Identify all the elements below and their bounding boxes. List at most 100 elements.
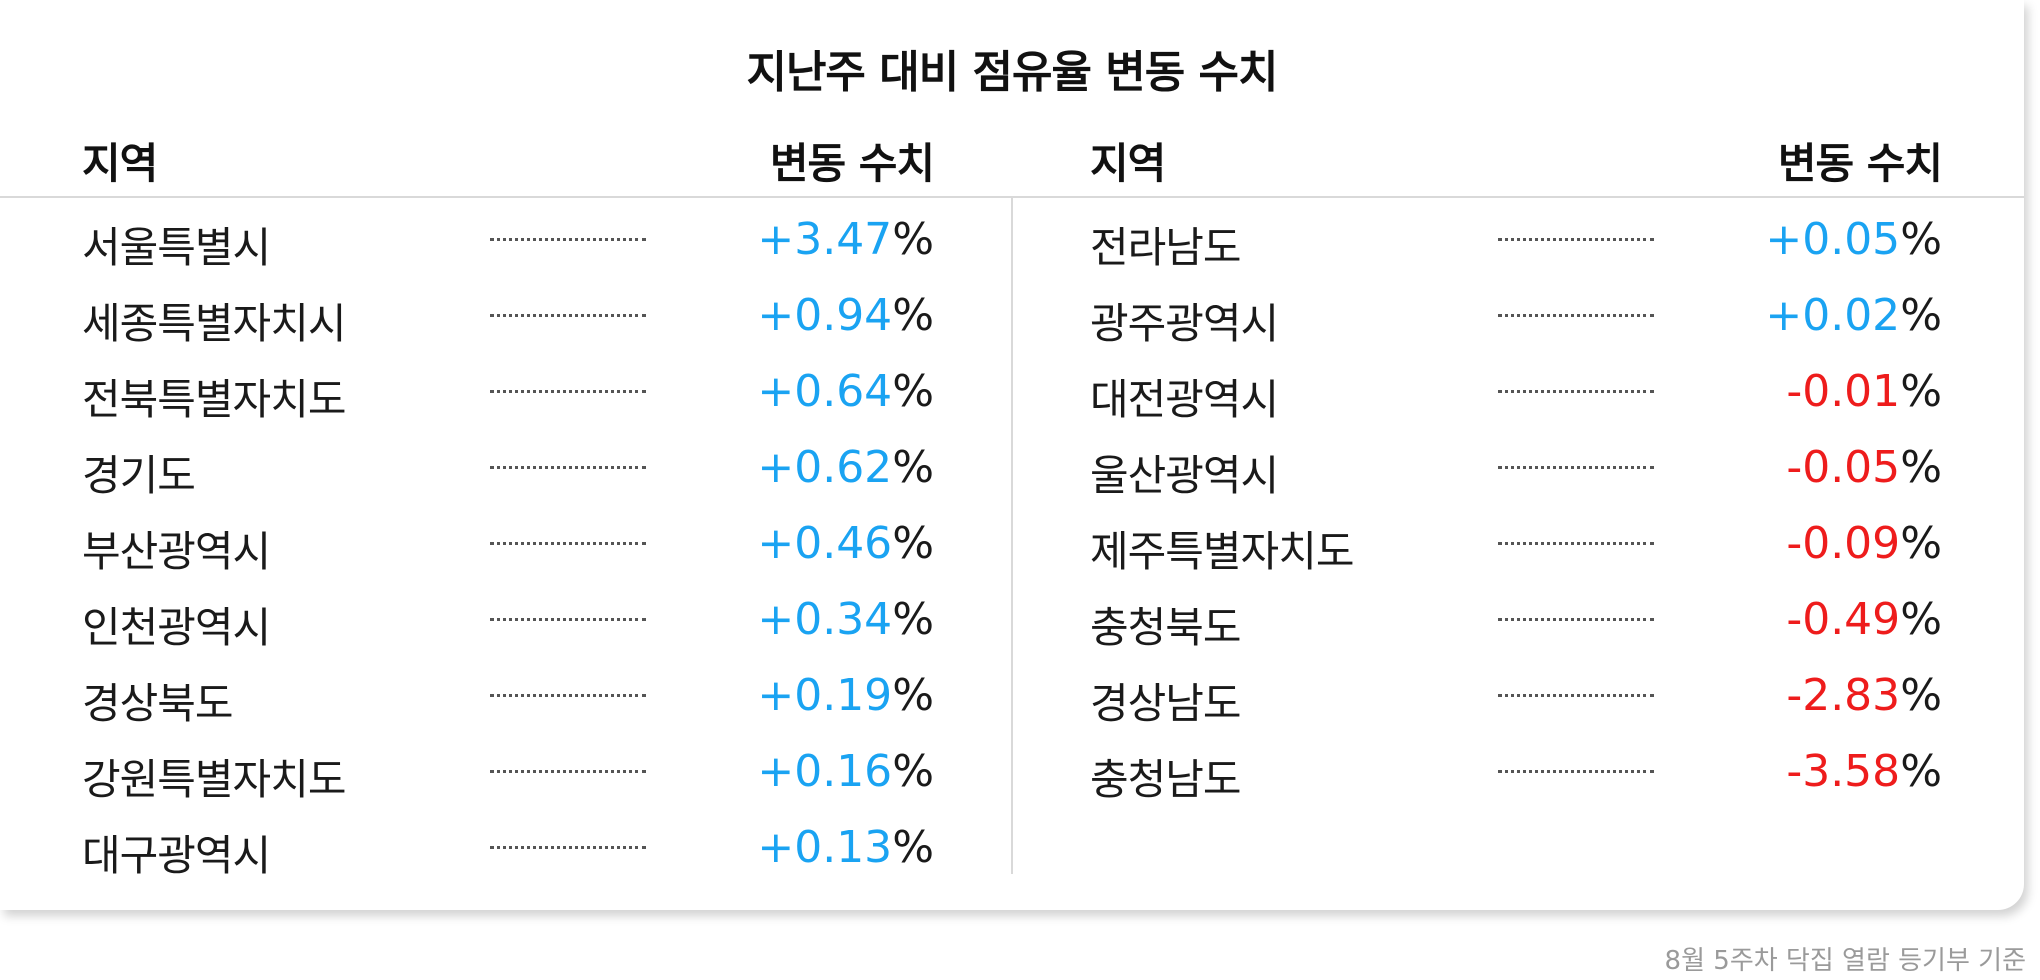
region-name: 경기도 xyxy=(82,451,196,500)
percent-sign: % xyxy=(892,822,934,873)
dotted-leader xyxy=(490,770,646,773)
percent-sign: % xyxy=(1900,290,1942,341)
change-number: +0.13 xyxy=(757,822,893,873)
left-column-header: 지역 변동 수치 xyxy=(82,130,935,190)
change-value: +0.16% xyxy=(757,746,934,797)
table-row: 울산광역시 -0.05% xyxy=(1090,436,1942,512)
table-row: 충청남도 -3.58% xyxy=(1090,740,1942,816)
change-value: -0.09% xyxy=(1786,518,1942,569)
region-name: 서울특별시 xyxy=(82,223,271,272)
table-row: 세종특별자치시 +0.94% xyxy=(82,284,934,360)
table-row: 전라남도 +0.05% xyxy=(1090,208,1942,284)
percent-sign: % xyxy=(1900,594,1942,645)
table-row: 경기도 +0.62% xyxy=(82,436,934,512)
table-row: 광주광역시 +0.02% xyxy=(1090,284,1942,360)
change-number: +0.94 xyxy=(757,290,893,341)
footnote: 8월 5주차 닥집 열람 등기부 기준 xyxy=(1664,946,2026,976)
change-header: 변동 수치 xyxy=(769,139,935,188)
table-row: 강원특별자치도 +0.16% xyxy=(82,740,934,816)
change-number: +0.16 xyxy=(757,746,893,797)
region-name: 광주광역시 xyxy=(1090,299,1279,348)
dotted-leader xyxy=(490,466,646,469)
right-column-header: 지역 변동 수치 xyxy=(1090,130,1943,190)
dotted-leader xyxy=(1498,314,1654,317)
dotted-leader xyxy=(1498,770,1654,773)
percent-sign: % xyxy=(892,518,934,569)
percent-sign: % xyxy=(1900,670,1942,721)
dotted-leader xyxy=(1498,542,1654,545)
change-value: +0.13% xyxy=(757,822,934,873)
change-value: +0.62% xyxy=(757,442,934,493)
region-name: 경상북도 xyxy=(82,679,234,728)
change-number: -0.09 xyxy=(1786,518,1901,569)
change-number: +3.47 xyxy=(757,214,893,265)
dotted-leader xyxy=(490,542,646,545)
region-name: 충청남도 xyxy=(1090,755,1242,804)
change-value: -0.01% xyxy=(1786,366,1942,417)
region-name: 세종특별자치시 xyxy=(82,299,346,348)
region-name: 경상남도 xyxy=(1090,679,1242,728)
dotted-leader xyxy=(1498,390,1654,393)
dotted-leader xyxy=(1498,466,1654,469)
table-row: 경상남도 -2.83% xyxy=(1090,664,1942,740)
dotted-leader xyxy=(1498,618,1654,621)
table-row: 전북특별자치도 +0.64% xyxy=(82,360,934,436)
percent-sign: % xyxy=(1900,442,1942,493)
change-number: -3.58 xyxy=(1786,746,1901,797)
table-row: 대구광역시 +0.13% xyxy=(82,816,934,892)
percent-sign: % xyxy=(1900,214,1942,265)
percent-sign: % xyxy=(892,746,934,797)
left-rows: 서울특별시 +3.47% 세종특별자치시 +0.94% 전북특별자치도 +0.64% 경기도… xyxy=(82,208,934,892)
change-number: +0.02 xyxy=(1765,290,1901,341)
change-value: +0.46% xyxy=(757,518,934,569)
region-name: 울산광역시 xyxy=(1090,451,1279,500)
right-rows: 전라남도 +0.05% 광주광역시 +0.02% 대전광역시 -0.01% 울산광역시 -0.… xyxy=(1090,208,1942,816)
change-value: +0.34% xyxy=(757,594,934,645)
dotted-leader xyxy=(490,390,646,393)
header-divider xyxy=(0,196,2024,198)
percent-sign: % xyxy=(892,290,934,341)
table-row: 인천광역시 +0.34% xyxy=(82,588,934,664)
table-row: 충청북도 -0.49% xyxy=(1090,588,1942,664)
region-name: 제주특별자치도 xyxy=(1090,527,1354,576)
dotted-leader xyxy=(490,238,646,241)
percent-sign: % xyxy=(892,670,934,721)
table-card: 지난주 대비 점유율 변동 수치 지역 변동 수치 서울특별시 +3.47% 세종특… xyxy=(0,47,2024,892)
change-number: +0.19 xyxy=(757,670,893,721)
dotted-leader xyxy=(490,618,646,621)
change-number: +0.46 xyxy=(757,518,893,569)
change-value: +0.64% xyxy=(757,366,934,417)
dotted-leader xyxy=(1498,238,1654,241)
dotted-leader xyxy=(1498,694,1654,697)
change-value: +0.02% xyxy=(1765,290,1942,341)
change-value: -0.49% xyxy=(1786,594,1942,645)
change-number: +0.34 xyxy=(757,594,893,645)
table-row: 대전광역시 -0.01% xyxy=(1090,360,1942,436)
percent-sign: % xyxy=(1900,746,1942,797)
table-row: 경상북도 +0.19% xyxy=(82,664,934,740)
percent-sign: % xyxy=(1900,518,1942,569)
change-number: +0.62 xyxy=(757,442,893,493)
change-header: 변동 수치 xyxy=(1777,139,1943,188)
percent-sign: % xyxy=(892,214,934,265)
region-name: 대구광역시 xyxy=(82,831,271,880)
region-name: 전북특별자치도 xyxy=(82,375,346,424)
percent-sign: % xyxy=(892,594,934,645)
change-number: -0.05 xyxy=(1786,442,1901,493)
change-value: -2.83% xyxy=(1786,670,1942,721)
change-value: +0.05% xyxy=(1765,214,1942,265)
change-number: +0.64 xyxy=(757,366,893,417)
region-name: 전라남도 xyxy=(1090,223,1242,272)
region-name: 부산광역시 xyxy=(82,527,271,576)
change-value: +0.94% xyxy=(757,290,934,341)
change-value: +3.47% xyxy=(757,214,934,265)
change-value: +0.19% xyxy=(757,670,934,721)
region-name: 충청북도 xyxy=(1090,603,1242,652)
table-row: 부산광역시 +0.46% xyxy=(82,512,934,588)
percent-sign: % xyxy=(1900,366,1942,417)
change-value: -0.05% xyxy=(1786,442,1942,493)
change-number: -0.01 xyxy=(1786,366,1901,417)
change-number: -0.49 xyxy=(1786,594,1901,645)
change-number: -2.83 xyxy=(1786,670,1901,721)
percent-sign: % xyxy=(892,366,934,417)
